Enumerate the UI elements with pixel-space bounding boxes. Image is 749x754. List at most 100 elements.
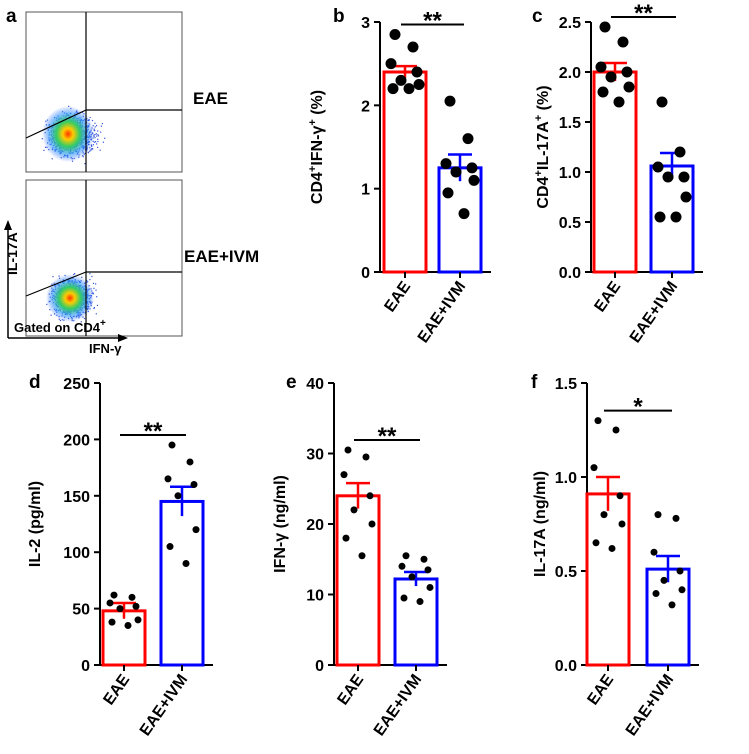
significance-label: ** xyxy=(144,418,163,445)
x-tick-label: EAE+IVM xyxy=(623,672,677,740)
flow-plot-eae-ivm xyxy=(25,179,183,337)
data-point xyxy=(608,544,616,552)
flow-event-dot xyxy=(96,135,98,137)
flow-event-dot xyxy=(93,135,95,137)
flow-event-dot xyxy=(74,273,76,275)
x-tick-label: EAE xyxy=(584,671,617,708)
data-point xyxy=(186,458,194,466)
flow-event-dot xyxy=(100,131,102,133)
data-point xyxy=(605,71,617,83)
flow-x-label: IFN-γ xyxy=(89,341,122,356)
data-point xyxy=(613,96,625,108)
y-tick-label: 10 xyxy=(306,588,324,605)
data-point xyxy=(468,174,480,186)
y-tick-label: 1 xyxy=(361,182,370,199)
x-tick-label: EAE+IVM xyxy=(415,279,469,347)
y-tick-label: 200 xyxy=(63,432,90,449)
data-point xyxy=(408,573,416,581)
flow-event-dot xyxy=(97,135,100,137)
data-point xyxy=(652,590,660,598)
y-axis-label: IFN-γ (ng/ml) xyxy=(272,475,289,573)
flow-event-dot xyxy=(89,150,91,152)
flow-plot-eae-label: EAE xyxy=(193,89,228,108)
y-tick-label: 0.0 xyxy=(555,658,577,675)
data-point xyxy=(668,601,676,609)
bar-eae xyxy=(585,492,631,667)
quadrant-gate-left xyxy=(25,271,87,297)
flow-event-dot xyxy=(93,287,95,289)
data-point xyxy=(124,622,132,630)
flow-event-dot xyxy=(86,279,88,282)
x-tick-label: EAE+IVM xyxy=(371,672,425,740)
data-point xyxy=(662,171,674,183)
flow-event-dot xyxy=(96,296,98,298)
flow-event-dot xyxy=(97,130,99,132)
y-tick-label: 250 xyxy=(63,376,90,393)
flow-event-dot xyxy=(102,141,104,143)
flow-event-dot xyxy=(95,289,97,291)
panel-f-label: f xyxy=(531,372,538,393)
data-point xyxy=(166,543,174,551)
y-tick-label: 100 xyxy=(63,545,90,562)
flow-event-dot xyxy=(93,307,95,309)
data-point xyxy=(594,417,602,425)
flow-event-dot xyxy=(89,279,91,281)
y-tick-label: 3 xyxy=(361,15,370,32)
data-point xyxy=(110,591,118,599)
chart-f: f IL-17A (ng/ml) 0.0 0.5 1.0 1.5 EAE EAE+IVM * xyxy=(531,372,699,739)
flow-event-dot xyxy=(97,134,99,136)
quadrant-gate-left xyxy=(25,109,87,139)
panel-d-label: d xyxy=(29,372,41,393)
data-point xyxy=(654,211,666,223)
data-point xyxy=(340,471,348,479)
flow-event-dot xyxy=(59,319,61,322)
flow-plot-eae xyxy=(25,11,183,173)
data-point xyxy=(413,79,425,90)
data-point xyxy=(168,441,176,449)
bar-eae-ivm xyxy=(393,577,439,667)
data-point xyxy=(680,191,692,203)
data-point xyxy=(595,61,607,73)
flow-event-dot xyxy=(100,125,102,127)
flow-axes: IL-17A Gated on CD4+ IFN-γ xyxy=(4,220,128,356)
data-point xyxy=(462,133,474,145)
data-point xyxy=(444,95,456,107)
y-tick-label: 150 xyxy=(63,489,90,506)
flow-event-dot xyxy=(93,128,95,130)
flow-event-dot xyxy=(92,125,94,127)
data-point xyxy=(592,539,600,547)
bar-eae xyxy=(382,70,428,274)
flow-event-dot xyxy=(94,122,96,124)
chart-c: c CD4+IL-17A+ (%) 0.0 0.5 1.0 1.5 2.0 2.5 EAE EAE… xyxy=(532,0,703,346)
y-axis-label: CD4+IFN-γ+ (%) xyxy=(307,90,326,204)
data-point xyxy=(420,555,428,563)
data-point xyxy=(407,41,419,53)
data-point xyxy=(674,146,686,158)
data-point xyxy=(466,162,478,174)
data-point xyxy=(128,593,136,601)
flow-event-dot xyxy=(95,141,97,143)
data-point xyxy=(164,475,172,483)
flow-event-dot xyxy=(91,148,93,150)
flow-event-dot xyxy=(84,163,86,165)
y-axis-label: CD4+IL-17A+ (%) xyxy=(533,85,552,208)
flow-y-label: IL-17A xyxy=(4,232,20,275)
panel-e-label: e xyxy=(286,372,297,393)
flow-event-dot xyxy=(91,145,93,147)
flow-event-dot xyxy=(89,116,91,119)
y-tick-label: 1.5 xyxy=(559,115,581,132)
flow-event-dot xyxy=(91,119,94,122)
flow-event-dot xyxy=(87,151,89,153)
data-point xyxy=(618,520,626,528)
flow-event-dot xyxy=(96,304,99,306)
data-point xyxy=(617,36,629,48)
data-point xyxy=(116,605,124,613)
data-point xyxy=(132,602,140,610)
flow-event-dot xyxy=(91,275,93,278)
flow-event-dot xyxy=(51,158,53,160)
x-tick-label: EAE+IVM xyxy=(627,279,681,347)
x-tick-label: EAE xyxy=(100,671,133,708)
significance-label: * xyxy=(633,394,643,421)
y-tick-label: 0 xyxy=(315,658,324,675)
